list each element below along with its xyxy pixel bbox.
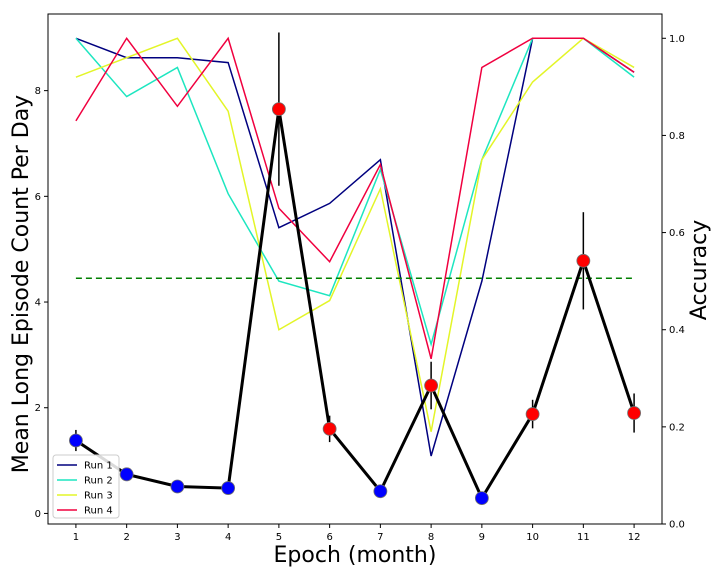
legend: Run 1 Run 2 Run 3 Run 4 — [52, 454, 120, 519]
right-y-axis-ticks: 0.0 0.2 0.4 0.6 0.8 1.0 — [662, 34, 685, 531]
accuracy-lines — [75, 36, 635, 457]
data-point-marker — [474, 491, 489, 506]
data-point-marker — [373, 484, 388, 499]
data-point-marker — [221, 481, 236, 495]
left-y-axis-ticks: 0 2 4 6 8 — [35, 86, 48, 520]
run-4-line — [75, 36, 635, 360]
left-y-tick-label: 8 — [35, 86, 41, 97]
right-y-axis-label: Accuracy — [687, 220, 712, 320]
left-y-tick-label: 2 — [35, 403, 41, 414]
x-tick-label: 3 — [174, 532, 180, 543]
right-y-tick-label: 0.6 — [669, 228, 685, 239]
legend-box — [52, 454, 120, 519]
data-point-marker — [119, 467, 134, 482]
legend-label: Run 4 — [84, 506, 113, 517]
x-tick-label: 6 — [326, 532, 332, 543]
left-y-tick-label: 6 — [35, 192, 41, 203]
right-y-tick-label: 0.4 — [669, 325, 685, 336]
data-point-marker — [69, 433, 83, 448]
x-tick-label: 7 — [377, 532, 383, 543]
run-2-line — [75, 37, 635, 348]
x-tick-label: 8 — [428, 532, 434, 543]
run-3-line — [75, 37, 635, 432]
data-point-marker — [170, 479, 185, 494]
legend-label: Run 3 — [84, 491, 113, 502]
left-y-axis-label: Mean Long Episode Count Per Day — [9, 95, 34, 473]
x-tick-label: 4 — [225, 532, 231, 543]
x-tick-label: 11 — [577, 532, 590, 543]
left-y-tick-label: 4 — [35, 298, 41, 309]
right-y-tick-label: 0.8 — [669, 131, 685, 142]
x-axis-label: Epoch (month) — [274, 543, 437, 568]
data-point-marker — [271, 102, 286, 117]
x-tick-label: 1 — [73, 532, 79, 543]
episode-count-line — [75, 108, 636, 502]
x-tick-label: 12 — [628, 532, 641, 543]
data-point-marker — [525, 407, 540, 421]
right-y-tick-label: 0.2 — [669, 422, 685, 433]
left-y-tick-label: 0 — [35, 509, 41, 520]
data-point-marker — [322, 421, 337, 436]
plot-frame — [47, 13, 663, 525]
legend-label: Run 1 — [84, 461, 113, 472]
run-1-line — [75, 37, 635, 457]
x-axis-ticks: 1 2 3 4 5 6 7 8 9 10 11 12 — [73, 524, 641, 543]
x-tick-label: 9 — [479, 532, 485, 543]
data-point-marker — [424, 378, 439, 393]
x-tick-label: 2 — [123, 532, 129, 543]
episode-count-series — [69, 32, 641, 506]
data-point-marker — [627, 406, 641, 420]
right-y-tick-label: 0.0 — [669, 520, 685, 531]
legend-label: Run 2 — [84, 476, 113, 487]
right-y-tick-label: 1.0 — [669, 34, 685, 45]
data-point-marker — [576, 253, 591, 268]
x-tick-label: 5 — [276, 532, 282, 543]
x-tick-label: 10 — [526, 532, 539, 543]
